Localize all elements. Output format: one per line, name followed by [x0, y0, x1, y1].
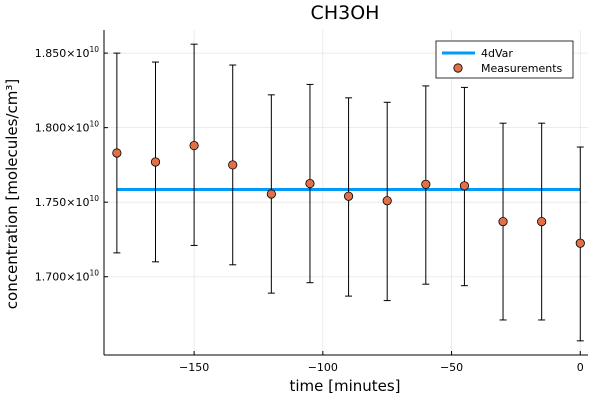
measurement-point [266, 189, 276, 199]
axes [103, 30, 588, 356]
measurement-point [228, 160, 238, 170]
y-tick-label: 1.850×1010 [35, 45, 99, 60]
grid [104, 30, 588, 355]
measurement-point [537, 216, 547, 227]
measurement-point [459, 181, 470, 191]
legend-marker-swatch [453, 63, 463, 73]
x-ticks: −150 −100 −50 0 [179, 351, 584, 374]
measurement-point [421, 179, 431, 189]
y-tick-label: 1.800×1010 [35, 120, 99, 135]
y-tick-label: 1.700×1010 [35, 269, 99, 284]
measurement-point [498, 216, 508, 227]
measurement-point [150, 157, 161, 167]
x-tick-label: −100 [308, 361, 338, 374]
measurement-point [305, 178, 315, 189]
y-ticks: 1.700×1010 1.750×1010 1.800×1010 1.850×1010 [35, 45, 108, 284]
x-tick-label: −150 [179, 361, 209, 374]
y-axis-label: concentration [molecules/cm³] [3, 79, 21, 309]
legend-entry-4dvar: 4dVar [481, 47, 513, 60]
measurement-point [189, 140, 199, 151]
measurement-point [343, 191, 354, 201]
legend-entry-measurements: Measurements [481, 62, 563, 75]
legend: 4dVar Measurements [435, 40, 574, 79]
measurement-point [112, 148, 122, 158]
measurement-point [382, 196, 392, 206]
x-axis-label: time [minutes] [289, 377, 400, 395]
plot-area [112, 43, 585, 342]
y-tick-label: 1.750×1010 [35, 194, 99, 209]
chart-title: CH3OH [311, 2, 380, 24]
x-tick-label: −50 [440, 361, 463, 374]
measurement-point [575, 238, 585, 248]
x-tick-label: 0 [577, 361, 584, 374]
